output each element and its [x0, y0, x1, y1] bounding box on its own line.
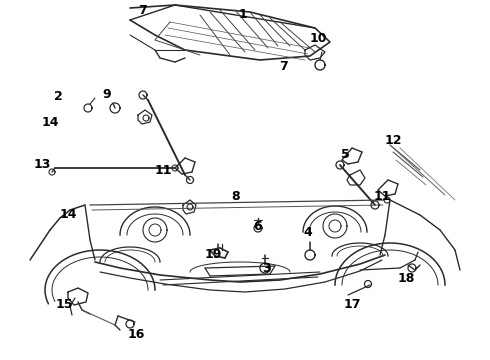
- Text: 4: 4: [304, 225, 313, 238]
- Text: 8: 8: [232, 189, 240, 202]
- Text: 11: 11: [373, 189, 391, 202]
- Text: 19: 19: [204, 248, 221, 261]
- Text: 14: 14: [59, 207, 77, 220]
- Text: 3: 3: [262, 261, 270, 274]
- Text: 18: 18: [397, 271, 415, 284]
- Text: 11: 11: [154, 163, 172, 176]
- Text: 5: 5: [341, 148, 349, 162]
- Text: 12: 12: [384, 134, 402, 147]
- Text: 17: 17: [343, 297, 361, 310]
- Text: 2: 2: [53, 90, 62, 104]
- Text: 15: 15: [55, 297, 73, 310]
- Text: 1: 1: [239, 8, 247, 21]
- Text: 6: 6: [254, 220, 262, 233]
- Text: 10: 10: [309, 31, 327, 45]
- Text: 13: 13: [33, 158, 50, 171]
- Text: 14: 14: [41, 116, 59, 129]
- Text: 7: 7: [279, 59, 287, 72]
- Text: 16: 16: [127, 328, 145, 341]
- Text: 7: 7: [138, 4, 147, 17]
- Text: 9: 9: [103, 89, 111, 102]
